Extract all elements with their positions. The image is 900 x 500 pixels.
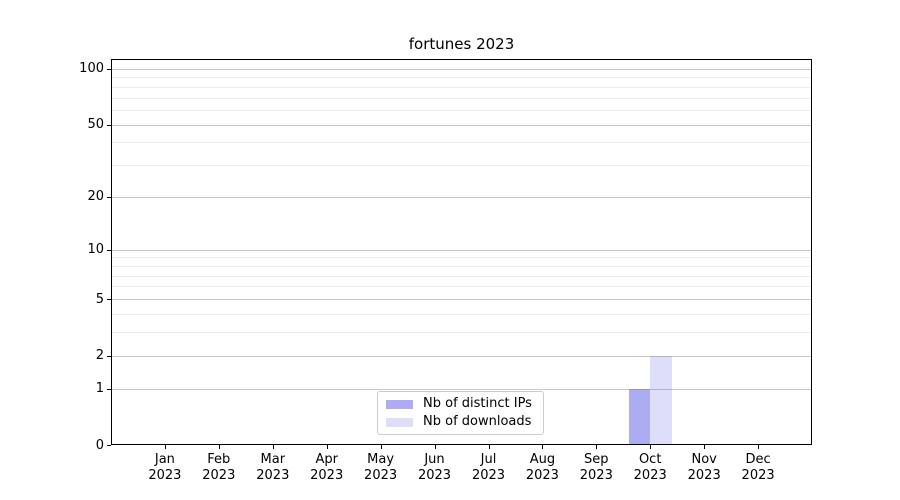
x-tick-label: Mar 2023: [256, 452, 290, 483]
x-tick-mark: [434, 445, 436, 449]
minor-gridline: [112, 165, 811, 167]
x-tick-mark: [488, 445, 490, 449]
x-tick-label: Oct 2023: [633, 452, 667, 483]
x-tick-label: Dec 2023: [741, 452, 775, 483]
x-tick-mark: [380, 445, 382, 449]
y-tick-mark: [107, 388, 111, 390]
y-tick-label: 10: [87, 242, 104, 258]
legend-item: Nb of downloads: [386, 413, 537, 431]
x-tick-label: Nov 2023: [687, 452, 721, 483]
major-gridline: [112, 355, 811, 357]
minor-gridline: [112, 142, 811, 144]
x-tick-label: Jan 2023: [148, 452, 182, 483]
major-gridline: [112, 124, 811, 126]
y-tick-mark: [107, 299, 111, 300]
major-gridline: [112, 388, 811, 390]
legend-label: Nb of downloads: [423, 414, 532, 429]
y-tick-mark: [107, 445, 111, 446]
y-tick-mark: [107, 249, 111, 251]
x-tick-label: Feb 2023: [202, 452, 236, 483]
minor-gridline: [112, 313, 811, 315]
major-gridline: [112, 196, 811, 198]
y-tick-label: 5: [95, 291, 104, 307]
minor-gridline: [112, 286, 811, 288]
y-tick-mark: [107, 124, 111, 126]
x-tick-label: May 2023: [364, 452, 398, 483]
x-tick-label: Apr 2023: [310, 452, 344, 483]
x-tick-mark: [164, 445, 166, 449]
y-tick-mark: [107, 355, 111, 357]
legend: Nb of distinct IPs Nb of downloads: [377, 391, 544, 435]
minor-gridline: [112, 97, 811, 99]
minor-gridline: [112, 77, 811, 79]
legend-swatch-1: [386, 417, 413, 427]
bar-nb-of-distinct-ips: [628, 388, 651, 445]
y-tick-label: 0: [95, 437, 104, 453]
major-gridline: [112, 299, 811, 300]
minor-gridline: [112, 110, 811, 111]
minor-gridline: [112, 265, 811, 267]
bar-nb-of-downloads: [650, 355, 672, 445]
x-tick-mark: [272, 445, 274, 449]
chart-title: fortunes 2023: [408, 35, 515, 53]
x-tick-mark: [326, 445, 328, 449]
major-gridline: [112, 68, 811, 70]
y-tick-label: 100: [79, 61, 104, 77]
x-tick-mark: [704, 445, 706, 449]
x-tick-label: Aug 2023: [525, 452, 559, 483]
legend-swatch-0: [386, 399, 413, 409]
major-gridline: [112, 249, 811, 251]
x-tick-label: Jul 2023: [471, 452, 506, 483]
y-tick-label: 20: [87, 189, 104, 205]
minor-gridline: [112, 332, 811, 333]
x-tick-mark: [596, 445, 598, 449]
x-tick-mark: [218, 445, 220, 449]
y-tick-label: 2: [95, 348, 104, 363]
y-tick-label: 50: [87, 117, 104, 133]
minor-gridline: [112, 257, 811, 259]
y-tick-mark: [107, 196, 111, 198]
y-tick-mark: [107, 68, 111, 70]
y-tick-label: 1: [95, 381, 104, 396]
x-tick-mark: [542, 445, 544, 449]
x-tick-label: Sep 2023: [579, 452, 613, 483]
legend-item: Nb of distinct IPs: [386, 395, 537, 413]
legend-label: Nb of distinct IPs: [423, 396, 532, 411]
x-tick-mark: [758, 445, 760, 449]
minor-gridline: [112, 86, 811, 88]
x-tick-mark: [650, 445, 652, 449]
x-tick-label: Jun 2023: [417, 452, 452, 483]
plot-area-border: [111, 59, 812, 445]
minor-gridline: [112, 275, 811, 277]
